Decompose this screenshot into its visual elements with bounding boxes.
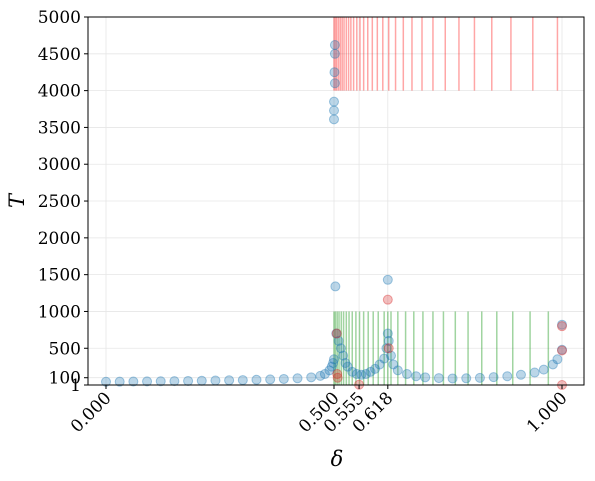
blue-data-point	[329, 39, 340, 50]
blue-data-point	[278, 373, 289, 384]
blue-data-point	[114, 376, 125, 387]
blue-data-point	[374, 359, 385, 370]
blue-data-point	[237, 375, 248, 386]
y-tick-label: 3500	[38, 118, 81, 138]
scatter-points	[101, 39, 567, 390]
blue-data-point	[515, 369, 526, 380]
blue-data-point	[326, 361, 337, 372]
blue-data-point	[329, 96, 339, 107]
blue-data-point	[365, 366, 376, 377]
blue-data-point	[329, 354, 339, 365]
red-data-point	[557, 321, 567, 332]
blue-data-point	[356, 369, 367, 380]
red-data-point	[332, 369, 343, 380]
blue-data-point	[333, 335, 344, 346]
x-axis-label: δ	[331, 447, 344, 471]
blue-data-point	[461, 373, 472, 384]
red-data-point	[557, 345, 567, 356]
y-tick-label: 2000	[38, 229, 81, 249]
blue-data-point	[557, 319, 567, 330]
blue-data-point	[328, 357, 339, 368]
blue-data-point	[128, 376, 139, 387]
blue-data-point	[330, 281, 341, 292]
blue-data-point	[557, 344, 567, 355]
blue-data-point	[329, 67, 340, 78]
y-tick-label: 100	[49, 369, 81, 389]
blue-data-point	[338, 350, 349, 361]
y-tick-label: 1	[70, 376, 81, 396]
y-axis-label: T	[5, 192, 29, 208]
blue-data-point	[538, 364, 549, 375]
blue-data-point	[382, 274, 393, 285]
blue-data-point	[155, 376, 166, 387]
blue-data-point	[474, 372, 485, 383]
blue-data-point	[347, 366, 358, 377]
y-tick-label: 3000	[38, 155, 81, 175]
blue-data-point	[251, 374, 262, 385]
y-tick-label: 1000	[38, 302, 81, 322]
blue-data-point	[370, 363, 381, 374]
x-tick-label: 1.000	[523, 388, 572, 437]
y-tick-label: 2500	[38, 192, 81, 212]
blue-data-point	[210, 375, 221, 386]
blue-data-point	[351, 369, 362, 380]
red-data-point	[382, 294, 393, 305]
blue-data-point	[169, 376, 180, 387]
blue-data-point	[142, 376, 153, 387]
blue-data-point	[383, 335, 394, 346]
y-tick-label: 4500	[38, 45, 81, 65]
blue-data-point	[329, 105, 339, 116]
red-data-point	[332, 372, 343, 383]
blue-data-point	[315, 370, 326, 381]
red-data-point	[383, 343, 394, 354]
blue-data-point	[292, 373, 303, 384]
blue-data-point	[547, 359, 558, 370]
y-tick-label: 4000	[38, 82, 81, 102]
blue-data-point	[392, 365, 403, 376]
blue-data-point	[329, 114, 339, 125]
blue-data-point	[324, 365, 335, 376]
blue-data-point	[319, 369, 330, 380]
blue-data-point	[342, 361, 353, 372]
blue-data-point	[335, 343, 346, 354]
y-tick-label: 500	[49, 339, 81, 359]
blue-data-point	[488, 372, 499, 383]
blue-data-point	[552, 354, 563, 365]
red-data-point	[331, 328, 342, 339]
blue-data-point	[502, 371, 513, 382]
blue-data-point	[224, 375, 235, 386]
blue-data-point	[379, 353, 390, 364]
blue-data-point	[331, 328, 342, 339]
blue-data-point	[386, 350, 396, 361]
blue-data-point	[433, 373, 444, 384]
blue-data-point	[388, 359, 399, 370]
blue-data-point	[329, 78, 340, 89]
blue-data-point	[196, 375, 207, 386]
blue-data-point	[411, 371, 422, 382]
blue-data-point	[360, 369, 371, 380]
blue-data-point	[529, 367, 540, 378]
blue-data-point	[382, 328, 393, 339]
y-tick-label: 1500	[38, 266, 81, 286]
y-tick-label: 5000	[38, 8, 81, 28]
blue-data-point	[447, 373, 458, 384]
blue-data-point	[381, 343, 392, 354]
vertical-lines	[333, 17, 559, 385]
tick-marks	[84, 16, 563, 389]
blue-data-point	[401, 369, 412, 380]
blue-data-point	[340, 357, 351, 368]
blue-data-point	[306, 372, 317, 383]
blue-data-point	[265, 374, 276, 385]
blue-data-point	[420, 372, 431, 383]
blue-data-point	[329, 48, 340, 59]
blue-data-point	[183, 375, 194, 386]
